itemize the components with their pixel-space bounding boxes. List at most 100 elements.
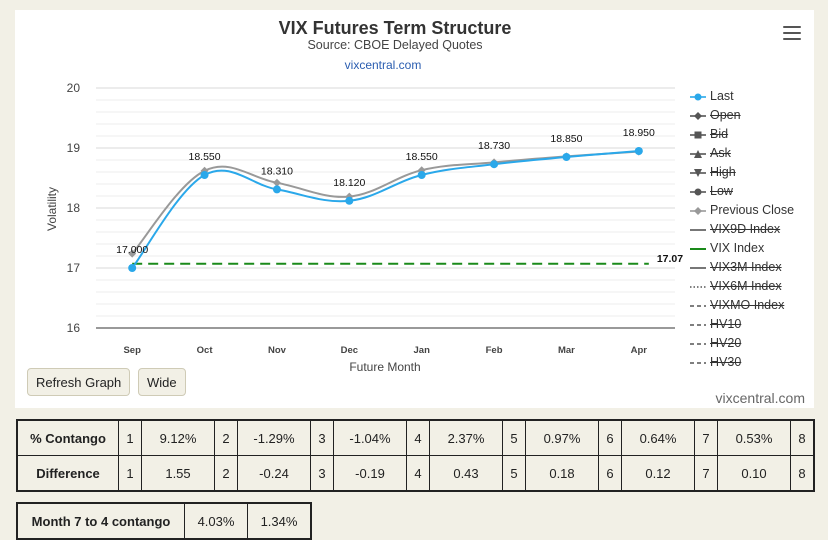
legend-label: Ask: [710, 146, 731, 160]
legend-label: VIX6M Index: [710, 279, 782, 293]
table-row: Difference 1 1.55 2 -0.24 3 -0.19 4 0.43 5 0.18 6 0.…: [16, 455, 815, 492]
legend-symbol-icon: [690, 131, 706, 138]
data-label: 18.120: [333, 177, 365, 189]
month-number-cell: 4: [406, 455, 430, 492]
vix-end-label: 17.07: [657, 253, 683, 265]
month-number-cell: 8: [790, 455, 815, 492]
value-cell: 0.64%: [621, 419, 695, 456]
legend-label: High: [710, 165, 736, 179]
data-label: 17.000: [116, 244, 148, 256]
month-7-to-4-table: Month 7 to 4 contango 4.03% 1.34%: [16, 502, 312, 540]
legend-label: HV30: [710, 355, 742, 369]
data-label: 18.950: [623, 127, 655, 139]
x-axis-title: Future Month: [349, 360, 420, 374]
last-point[interactable]: [272, 185, 281, 194]
value-cell: 0.43: [429, 455, 503, 492]
legend-symbol-icon: [690, 228, 706, 231]
last-point[interactable]: [417, 171, 426, 179]
value-cell: 0.10: [717, 455, 791, 492]
x-tick-label: Dec: [341, 345, 358, 356]
value-cell: -1.29%: [237, 419, 311, 456]
table-row: % Contango 1 9.12% 2 -1.29% 3 -1.04% 4 2.37% 5 0.9…: [16, 419, 815, 456]
last-point[interactable]: [200, 171, 209, 179]
value-cell: 0.12: [621, 455, 695, 492]
last-point[interactable]: [562, 153, 571, 161]
data-label: 18.730: [478, 140, 510, 152]
legend-label: VIX9D Index: [710, 222, 781, 236]
legend-label: VIXMO Index: [710, 298, 785, 312]
y-tick-label: 20: [67, 81, 81, 95]
wide-button[interactable]: Wide: [138, 368, 186, 396]
last-point[interactable]: [490, 160, 499, 169]
last-point[interactable]: [128, 264, 137, 272]
chart-title: VIX Futures Term Structure: [279, 18, 512, 38]
month-number-cell: 7: [694, 419, 718, 456]
legend-item-last[interactable]: Last: [690, 87, 814, 106]
previous-close-point: [128, 249, 137, 258]
contango-table: % Contango 1 9.12% 2 -1.29% 3 -1.04% 4 2.37% 5 0.9…: [16, 419, 815, 492]
legend-label: HV10: [710, 317, 742, 331]
series-layer: 17.07 17.000 18.550 18.310 18.120 18.550 18.73…: [116, 127, 683, 272]
series-line-previous-close: [131, 150, 639, 255]
legend-symbol-icon: [690, 247, 706, 250]
legend-item-hv10[interactable]: HV10: [690, 315, 814, 334]
legend-symbol-icon: [690, 323, 706, 326]
y-axis-title: Volatility: [45, 187, 59, 231]
legend-item-ask[interactable]: Ask: [690, 144, 814, 163]
value-cell: 0.97%: [525, 419, 599, 456]
grid-layer: [96, 87, 675, 329]
legend-item-low[interactable]: Low: [690, 182, 814, 201]
month-number-cell: 6: [598, 419, 622, 456]
data-label: 18.310: [261, 165, 293, 177]
value-cell: -1.04%: [333, 419, 407, 456]
month-number-cell: 1: [118, 419, 142, 456]
previous-close-point: [272, 178, 281, 187]
x-tick-label: Mar: [558, 345, 575, 356]
month-number-cell: 6: [598, 455, 622, 492]
source-link[interactable]: vixcentral.com: [345, 58, 422, 72]
month-number-cell: 4: [406, 419, 430, 456]
data-label: 18.550: [189, 151, 221, 163]
legend-symbol-icon: [690, 149, 706, 158]
legend-item-high[interactable]: High: [690, 163, 814, 182]
month-number-cell: 1: [118, 455, 142, 492]
month-number-cell: 3: [310, 419, 334, 456]
legend-label: Previous Close: [710, 203, 795, 217]
x-tick-label: Oct: [197, 345, 214, 356]
value-cell: -0.19: [333, 455, 407, 492]
legend-item-vix9d-index[interactable]: VIX9D Index: [690, 220, 814, 239]
month-number-cell: 3: [310, 455, 334, 492]
x-tick-label: Jan: [414, 345, 431, 356]
month-number-cell: 8: [790, 419, 815, 456]
legend-item-vix3m-index[interactable]: VIX3M Index: [690, 258, 814, 277]
legend-symbol-icon: [690, 266, 706, 269]
value-cell: 9.12%: [141, 419, 215, 456]
month-number-cell: 2: [214, 419, 238, 456]
legend-label: Open: [710, 108, 741, 122]
month-number-cell: 2: [214, 455, 238, 492]
legend-label: VIX3M Index: [710, 260, 782, 274]
value-cell: -0.24: [237, 455, 311, 492]
row-label: % Contango: [16, 419, 119, 456]
legend-item-hv30[interactable]: HV30: [690, 353, 814, 372]
legend-item-vixmo-index[interactable]: VIXMO Index: [690, 296, 814, 315]
refresh-graph-button[interactable]: Refresh Graph: [27, 368, 131, 396]
legend-label: Bid: [710, 127, 729, 141]
legend-item-vix-index[interactable]: VIX Index: [690, 239, 814, 258]
legend-item-previous-close[interactable]: Previous Close: [690, 201, 814, 220]
last-point[interactable]: [345, 196, 354, 205]
value-cell: 0.18: [525, 455, 599, 492]
value-cell: 2.37%: [429, 419, 503, 456]
data-label: 18.850: [550, 133, 582, 145]
legend-item-vix6m-index[interactable]: VIX6M Index: [690, 277, 814, 296]
legend: Last Open Bid Ask High Low Previous Close VIX9D…: [690, 87, 814, 372]
value-cell: 1.55: [141, 455, 215, 492]
menu-icon[interactable]: [783, 26, 801, 40]
legend-item-open[interactable]: Open: [690, 106, 814, 125]
m74-value-1: 4.03%: [184, 502, 248, 540]
last-point[interactable]: [634, 147, 643, 155]
y-tick-label: 18: [67, 201, 81, 215]
legend-symbol-icon: [690, 188, 706, 195]
legend-item-hv20[interactable]: HV20: [690, 334, 814, 353]
legend-item-bid[interactable]: Bid: [690, 125, 814, 144]
